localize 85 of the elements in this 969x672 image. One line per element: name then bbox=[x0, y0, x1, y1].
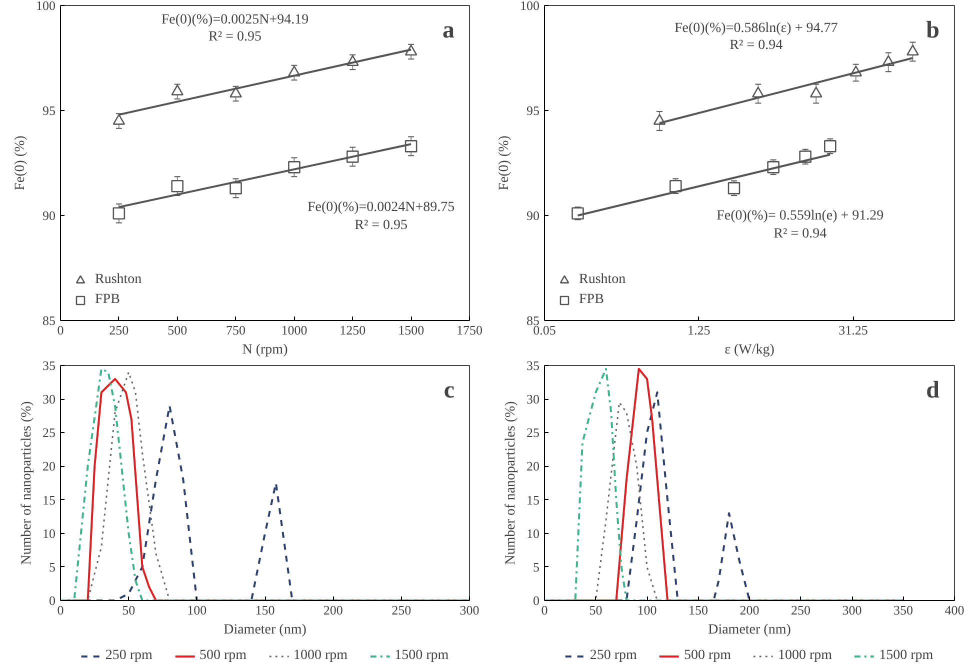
x-tick-label: 1250 bbox=[340, 322, 366, 338]
y-tick-label: 90 bbox=[526, 208, 540, 223]
x-tick-label: 750 bbox=[226, 322, 246, 338]
y-axis-title: Fe(0) (%) bbox=[13, 135, 28, 190]
annotation: a bbox=[442, 18, 454, 44]
y-tick-label: 95 bbox=[42, 103, 56, 118]
y-tick-label: 95 bbox=[526, 103, 540, 118]
x-tick-label: 250 bbox=[392, 602, 412, 618]
annotation: R² = 0.95 bbox=[208, 30, 262, 45]
x-tick-label: 250 bbox=[109, 322, 129, 338]
y-tick-label: 35 bbox=[526, 358, 540, 373]
annotation: R² = 0.95 bbox=[354, 218, 408, 234]
annotation: R² = 0.94 bbox=[730, 38, 783, 53]
annotation: R² = 0.94 bbox=[774, 226, 827, 242]
legend-label: FPB bbox=[95, 292, 120, 308]
y-axis-title: Fe(0) (%) bbox=[497, 135, 512, 190]
x-tick-label: 1.25 bbox=[688, 322, 710, 338]
x-tick-label: 200 bbox=[323, 602, 343, 618]
annotation: Fe(0)(%)=0.586ln(ε) + 94.77 bbox=[674, 21, 838, 36]
legend-label: 250 rpm bbox=[105, 648, 152, 664]
annotation: Fe(0)(%)=0.0024N+89.75 bbox=[307, 200, 455, 216]
x-tick-label: 31.25 bbox=[838, 322, 868, 338]
y-tick-label: 10 bbox=[526, 526, 540, 541]
y-tick-label: 25 bbox=[42, 425, 56, 440]
x-tick-label: 150 bbox=[688, 602, 708, 618]
x-tick-label: 250 bbox=[791, 602, 810, 618]
legend-label: 500 rpm bbox=[199, 648, 246, 664]
legend-label: Rushton bbox=[95, 272, 142, 288]
x-tick-label: 100 bbox=[187, 602, 207, 618]
x-tick-label: 300 bbox=[460, 602, 480, 618]
x-tick-label: 1500 bbox=[398, 322, 424, 338]
legend-label: 1500 rpm bbox=[394, 648, 449, 664]
legend-label: 1000 rpm bbox=[294, 648, 348, 664]
legend-label: 1500 rpm bbox=[879, 648, 934, 664]
point bbox=[112, 207, 126, 220]
point bbox=[404, 140, 418, 152]
y-tick-label: 25 bbox=[526, 425, 540, 440]
x-tick-label: 500 bbox=[168, 322, 188, 338]
x-tick-label: 150 bbox=[255, 602, 275, 618]
annotation: d bbox=[926, 378, 940, 404]
annotation: Fe(0)(%)=0.0025N+94.19 bbox=[161, 12, 309, 28]
x-tick-label: 100 bbox=[637, 602, 657, 618]
y-tick-label: 100 bbox=[520, 0, 540, 13]
y-tick-label: 30 bbox=[526, 392, 540, 407]
y-axis-title: Number of nanoparticles (%) bbox=[504, 400, 518, 565]
point bbox=[112, 114, 126, 125]
y-tick-label: 90 bbox=[42, 208, 56, 223]
x-tick-label: 50 bbox=[122, 602, 136, 618]
legend-label: FPB bbox=[579, 292, 604, 308]
x-tick-label: 300 bbox=[842, 602, 862, 618]
legend-label: 500 rpm bbox=[684, 648, 731, 664]
x-axis-title: Diameter (nm) bbox=[224, 622, 307, 638]
x-tick-label: 50 bbox=[589, 602, 602, 618]
x-tick-label: 200 bbox=[740, 602, 760, 618]
x-tick-label: 1000 bbox=[281, 322, 308, 338]
x-tick-label: 350 bbox=[894, 602, 913, 618]
point bbox=[171, 84, 184, 96]
x-axis-title: Diameter (nm) bbox=[708, 622, 792, 638]
legend-label: 1000 rpm bbox=[778, 648, 832, 664]
y-tick-label: 35 bbox=[42, 358, 56, 373]
x-axis-title: ε (W/kg) bbox=[724, 342, 775, 358]
y-tick-label: 15 bbox=[42, 492, 56, 508]
y-tick-label: 100 bbox=[36, 0, 56, 13]
y-tick-label: 20 bbox=[42, 458, 56, 474]
annotation: Fe(0)(%)= 0.559ln(e) + 91.29 bbox=[716, 208, 884, 224]
y-axis-title: Number of nanoparticles (%) bbox=[20, 400, 34, 565]
y-tick-label: 85 bbox=[42, 313, 56, 328]
legend-label: Rushton bbox=[579, 272, 626, 288]
x-tick-label: 1750 bbox=[456, 322, 482, 338]
y-tick-label: 15 bbox=[526, 492, 540, 508]
y-tick-label: 0 bbox=[49, 593, 56, 608]
y-tick-label: 0 bbox=[533, 593, 540, 608]
point bbox=[230, 182, 242, 194]
point bbox=[171, 180, 184, 192]
x-tick-label: 400 bbox=[944, 602, 964, 618]
y-tick-label: 5 bbox=[49, 559, 56, 574]
y-tick-label: 10 bbox=[42, 526, 56, 541]
x-axis-title: N (rpm) bbox=[242, 342, 288, 358]
y-tick-label: 30 bbox=[42, 392, 56, 407]
y-tick-label: 5 bbox=[533, 559, 540, 574]
annotation: b bbox=[926, 18, 940, 44]
point bbox=[230, 86, 242, 98]
legend-label: 250 rpm bbox=[590, 648, 637, 664]
y-tick-label: 20 bbox=[526, 458, 540, 474]
annotation: c bbox=[444, 378, 455, 404]
